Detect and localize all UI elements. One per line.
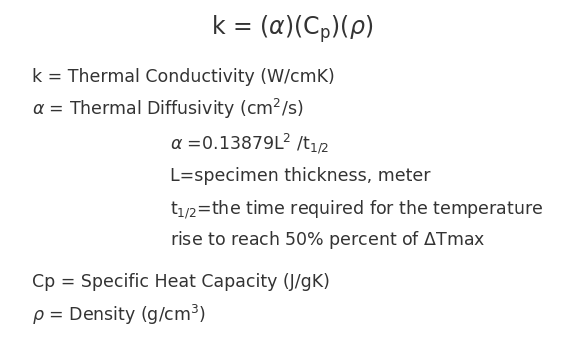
Text: rise to reach 50% percent of $\Delta$Tmax: rise to reach 50% percent of $\Delta$Tma… [170,229,485,251]
Text: t$_{1/2}$=the time required for the temperature: t$_{1/2}$=the time required for the temp… [170,199,543,221]
Text: k = ($\alpha$)(C$_\mathregular{p}$)($\rho$): k = ($\alpha$)(C$_\mathregular{p}$)($\rh… [211,13,374,45]
Text: L=specimen thickness, meter: L=specimen thickness, meter [170,167,430,185]
Text: k = Thermal Conductivity (W/cmK): k = Thermal Conductivity (W/cmK) [32,68,335,85]
Text: $\rho$ = Density (g/cm$^3$): $\rho$ = Density (g/cm$^3$) [32,303,206,326]
Text: $\alpha$ = Thermal Diffusivity (cm$^2$/s): $\alpha$ = Thermal Diffusivity (cm$^2$/s… [32,97,304,121]
Text: Cp = Specific Heat Capacity (J/gK): Cp = Specific Heat Capacity (J/gK) [32,273,330,291]
Text: $\alpha$ =0.13879L$^2$ /t$_{1/2}$: $\alpha$ =0.13879L$^2$ /t$_{1/2}$ [170,131,329,156]
